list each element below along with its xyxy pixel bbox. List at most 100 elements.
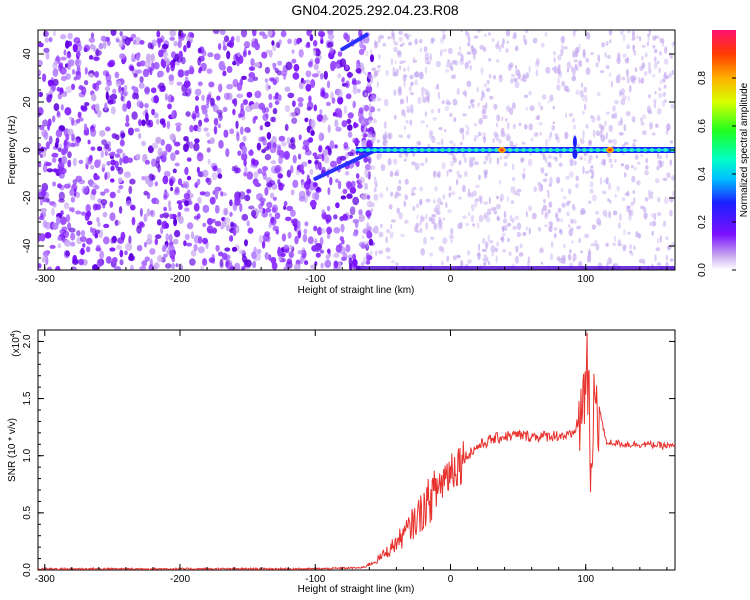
spectrogram-cell [222,40,226,47]
spectrogram-cell [318,146,322,152]
spectrogram-cell [235,120,239,129]
spectrogram-cell [564,131,569,140]
x-tick-label: 100 [577,574,594,585]
spectrogram-cell [246,220,250,227]
spectrogram-cell [329,140,335,150]
spectrogram-cell [452,74,457,80]
spectrogram-cell [623,229,626,236]
spectrogram-cell [295,169,301,175]
spectrogram-cell [658,67,661,73]
main-line-node [528,148,533,152]
spectrogram-cell [417,141,421,146]
spectrogram-cell [230,221,235,227]
spectrogram-cell [428,130,434,136]
spectrogram-cell [477,222,480,229]
spectrogram-cell [261,148,266,154]
spectrogram-cell [242,135,247,142]
spectrogram-cell [573,160,577,166]
spectrogram-cell [352,100,356,109]
spectrogram-cell [363,227,368,234]
spectrogram-cell [128,235,132,245]
spectrogram-cell [448,192,452,198]
spectrogram-cell [434,85,439,90]
spectrogram-cell [110,151,116,156]
spectrogram-cell [232,229,237,236]
spectrogram-cell [237,150,242,156]
colorbar-label: Normalized spectral amplitude [739,82,750,217]
spectrogram-cell [407,33,411,38]
spectrogram-cell [640,117,643,123]
spectrogram-cell [316,114,324,122]
spectrogram-cell [248,66,256,71]
spectrogram-cell [133,73,138,78]
spectrogram-cell [151,142,159,149]
spectrogram-cell [118,177,123,184]
spectrogram-cell [171,262,176,270]
spectrogram-cell [552,105,555,110]
spectrogram-cell [119,53,126,60]
spectrogram-cell [522,173,526,180]
spectrogram-cell [109,191,116,199]
spectrogram-cell [644,71,648,76]
spectrogram-cell [352,231,359,237]
main-line-node [521,148,526,152]
spectrogram-cell [252,261,257,269]
spectrogram-cell [53,103,60,112]
spectrogram-cell [408,86,412,92]
spectrogram-cell [394,172,399,177]
spectrogram-cell [390,191,394,197]
spectrogram-cell [652,74,656,78]
main-line-node [426,148,432,152]
spectrogram-cell [419,71,424,80]
spectrogram-cell [100,191,106,196]
spectrogram-cell [123,90,129,96]
spectrogram-cell [541,94,547,100]
spectrogram-cell [647,109,653,115]
spectrogram-cell [483,201,489,205]
spectrogram-cell [416,203,419,208]
spectrogram-cell [651,132,656,136]
spectrogram-cell [283,266,290,270]
spectrogram-cell [135,153,141,160]
spectrogram-cell [96,216,100,223]
spectrogram-cell [552,121,556,125]
spectrogram-cell [306,106,312,111]
spectrogram-cell [488,74,492,79]
spectrogram-cell [656,237,660,244]
spectrogram-cell [525,30,529,34]
spectrogram-cell [205,177,210,183]
spectrogram-cell [573,252,576,256]
spectrogram-cell [96,80,102,85]
spectrogram-cell [229,211,233,217]
spectrogram-cell [341,120,348,128]
spectrogram-cell [38,162,42,168]
spectrogram-cell [432,117,437,121]
spectrogram-cell [578,60,583,68]
spectrogram-cell [618,89,622,97]
spectrogram-cell [361,240,366,245]
spectrogram-cell [139,40,145,45]
spectrogram-cell [470,99,473,108]
spectrogram-cell [628,84,632,93]
spectrogram-cell [585,31,591,40]
spectrogram-cell [101,163,106,169]
x-tick-label: -100 [305,274,325,285]
spectrogram-cell [73,188,77,197]
spectrogram-cell [518,252,524,257]
spectrogram-cell [165,233,169,242]
spectrogram-cell [398,134,404,138]
spectrogram-cell [402,60,406,64]
spectrogram-cell [442,194,445,200]
spectrogram-cell [238,249,246,255]
spectrogram-cell [377,35,382,44]
spectrogram-cell [455,178,459,186]
spectrogram-cell [355,68,362,74]
spectrogram-cell [447,59,451,64]
spectrogram-cell [171,255,176,263]
spectrogram-cell [261,170,267,176]
spectrogram-cell [105,91,109,101]
spectrogram-cell [309,168,314,176]
spectrogram-cell [103,236,110,245]
spectrogram-cell [75,175,83,182]
